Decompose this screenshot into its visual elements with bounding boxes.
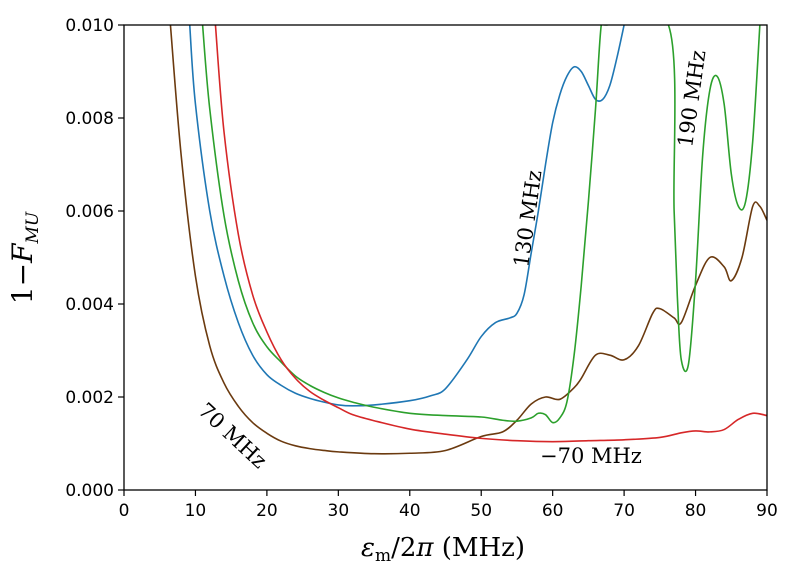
x-tick-label: 70 [613,501,635,521]
x-tick-label: 10 [185,501,207,521]
x-tick-label: 30 [328,501,350,521]
x-tick-label: 40 [399,501,421,521]
x-tick-label: 0 [119,501,130,521]
series-layer [169,25,767,455]
annotation-130mhz: 130 MHz [509,169,546,269]
y-tick-label: 0.000 [65,481,114,501]
series-line-130-mhz [188,25,625,407]
x-tick-label: 80 [685,501,707,521]
y-tick-label: 0.010 [65,16,114,36]
annotation-minus70mhz: −70 MHz [540,444,642,468]
x-tick-label: 20 [256,501,278,521]
series-line-70-mhz [169,25,767,455]
y-tick-label: 0.006 [65,202,114,222]
series-line-minus-70-mhz [214,25,767,443]
x-tick-label: 60 [542,501,564,521]
y-tick-label: 0.002 [65,388,114,408]
annotation-70mhz: 70 MHz [194,398,272,473]
x-axis-label: εm/2π (MHz) [361,533,525,566]
x-tick-label: 50 [470,501,492,521]
y-axis-label: 1−FMU [6,211,43,304]
plot-frame [123,24,768,491]
series-line-190-mhz [201,25,761,424]
x-tick-label: 90 [756,501,778,521]
y-tick-label: 0.008 [65,109,114,129]
y-tick-label: 0.004 [65,295,114,315]
x-axis: 0 10 20 30 40 50 60 70 80 90 [119,490,778,521]
y-axis: 0.000 0.002 0.004 0.006 0.008 0.010 [65,16,124,501]
